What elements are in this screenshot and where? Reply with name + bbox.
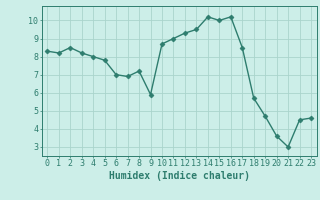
X-axis label: Humidex (Indice chaleur): Humidex (Indice chaleur) <box>109 171 250 181</box>
